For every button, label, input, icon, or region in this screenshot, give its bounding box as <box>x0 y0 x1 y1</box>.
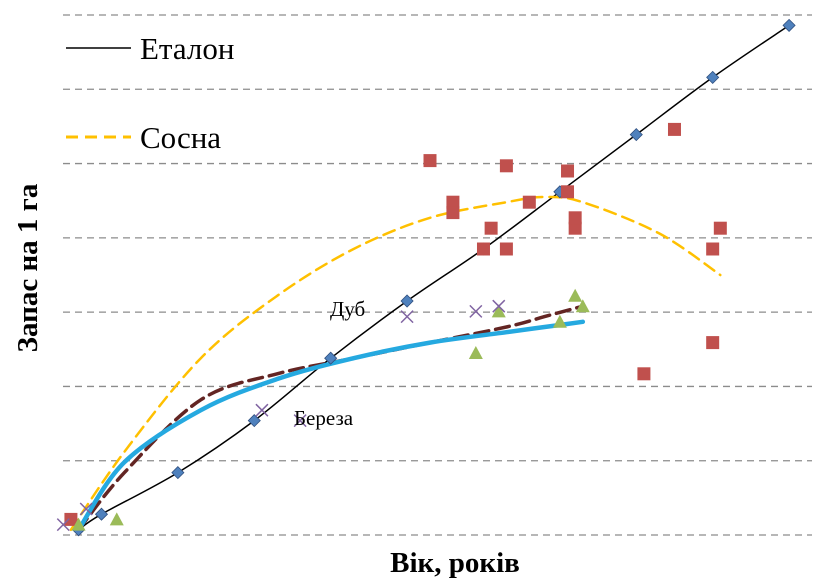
data-point-2-7 <box>499 242 513 256</box>
data-point-3-3 <box>491 304 506 318</box>
trend-lines <box>69 24 790 533</box>
data-point-4-0 <box>56 518 70 532</box>
x-axis-title: Вік, років <box>390 547 520 579</box>
data-point-2-4 <box>476 242 490 256</box>
data-point-3-1 <box>109 512 124 526</box>
data-point-4-3 <box>293 414 307 428</box>
data-point-0-1 <box>94 507 109 521</box>
data-point-0-9 <box>706 70 720 84</box>
data-point-2-10 <box>561 185 575 199</box>
data-point-2-6 <box>499 159 513 173</box>
data-point-0-8 <box>629 128 643 142</box>
series-line-6 <box>76 319 586 533</box>
data-point-4-1 <box>79 502 93 516</box>
data-point-2-14 <box>667 122 681 136</box>
data-point-0-4 <box>324 351 338 365</box>
data-point-3-2 <box>468 346 483 359</box>
data-point-4-5 <box>469 304 483 318</box>
data-point-4-2 <box>255 403 269 417</box>
annotation-dub: Дуб <box>330 297 365 321</box>
data-point-3-4 <box>552 314 567 328</box>
data-point-2-1 <box>423 154 437 168</box>
data-point-2-0 <box>64 512 78 526</box>
y-axis-title: Запас на 1 га <box>12 183 44 352</box>
data-point-4-6 <box>492 299 506 313</box>
data-point-2-16 <box>706 336 720 350</box>
data-markers <box>56 18 796 537</box>
data-point-2-12 <box>568 211 582 225</box>
annotation-bereza: Береза <box>294 406 354 430</box>
data-point-0-10 <box>782 18 796 32</box>
data-point-2-15 <box>706 242 720 256</box>
series-line-0 <box>77 24 790 531</box>
data-point-4-4 <box>400 310 414 324</box>
data-point-2-3 <box>446 206 460 220</box>
data-point-3-6 <box>575 299 590 313</box>
data-point-0-5 <box>400 294 414 308</box>
data-point-2-11 <box>568 221 582 235</box>
data-point-3-0 <box>71 517 86 531</box>
data-point-2-2 <box>446 195 460 209</box>
gridlines <box>63 14 812 536</box>
data-point-2-9 <box>561 164 575 178</box>
data-point-0-3 <box>247 414 261 428</box>
data-point-3-5 <box>568 288 583 302</box>
data-point-2-17 <box>713 221 727 235</box>
data-point-2-13 <box>637 367 651 381</box>
legend-label-etalon: Еталон <box>140 31 234 66</box>
data-point-2-8 <box>522 195 536 209</box>
data-point-2-5 <box>484 221 498 235</box>
legend-label-sosna: Сосна <box>140 120 221 155</box>
series-line-1 <box>69 195 722 532</box>
data-point-0-2 <box>171 466 185 480</box>
legend: Еталон Сосна <box>66 31 234 155</box>
